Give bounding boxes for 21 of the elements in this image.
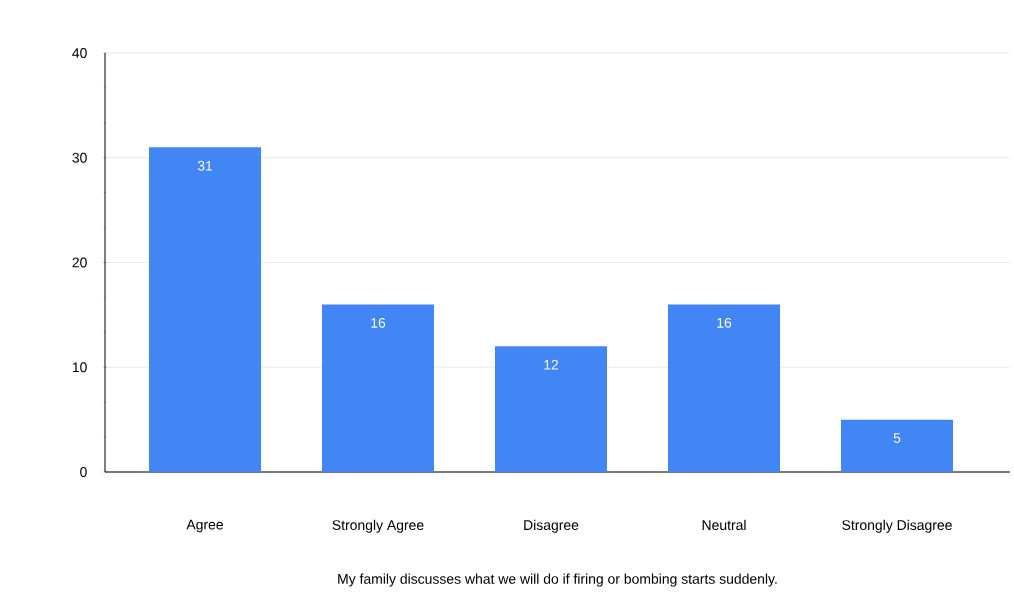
x-tick-label: Neutral: [702, 519, 746, 531]
x-axis-title: My family discusses what we will do if firing or bombing starts suddenly.: [338, 573, 777, 587]
data-label: 16: [371, 317, 386, 328]
data-label: 5: [893, 433, 901, 443]
y-tick-label: 40: [72, 48, 87, 58]
bar: [841, 419, 954, 472]
y-tick-label: 0: [80, 467, 87, 477]
data-label: 16: [717, 317, 732, 328]
y-tick-label: 20: [72, 257, 87, 268]
bar: [495, 346, 608, 472]
bar: [668, 304, 781, 472]
x-tick-label: Strongly Agree: [332, 519, 424, 533]
bar: [149, 147, 261, 472]
data-label: 12: [544, 359, 559, 370]
y-tick-label: 30: [72, 152, 87, 163]
x-tick-label: Agree: [186, 519, 223, 533]
bar: [322, 304, 434, 472]
x-tick-label: Disagree: [524, 519, 579, 533]
data-label: 31: [197, 160, 213, 171]
y-tick-label: 10: [72, 362, 87, 373]
x-tick-label: Strongly Disagree: [842, 519, 952, 533]
